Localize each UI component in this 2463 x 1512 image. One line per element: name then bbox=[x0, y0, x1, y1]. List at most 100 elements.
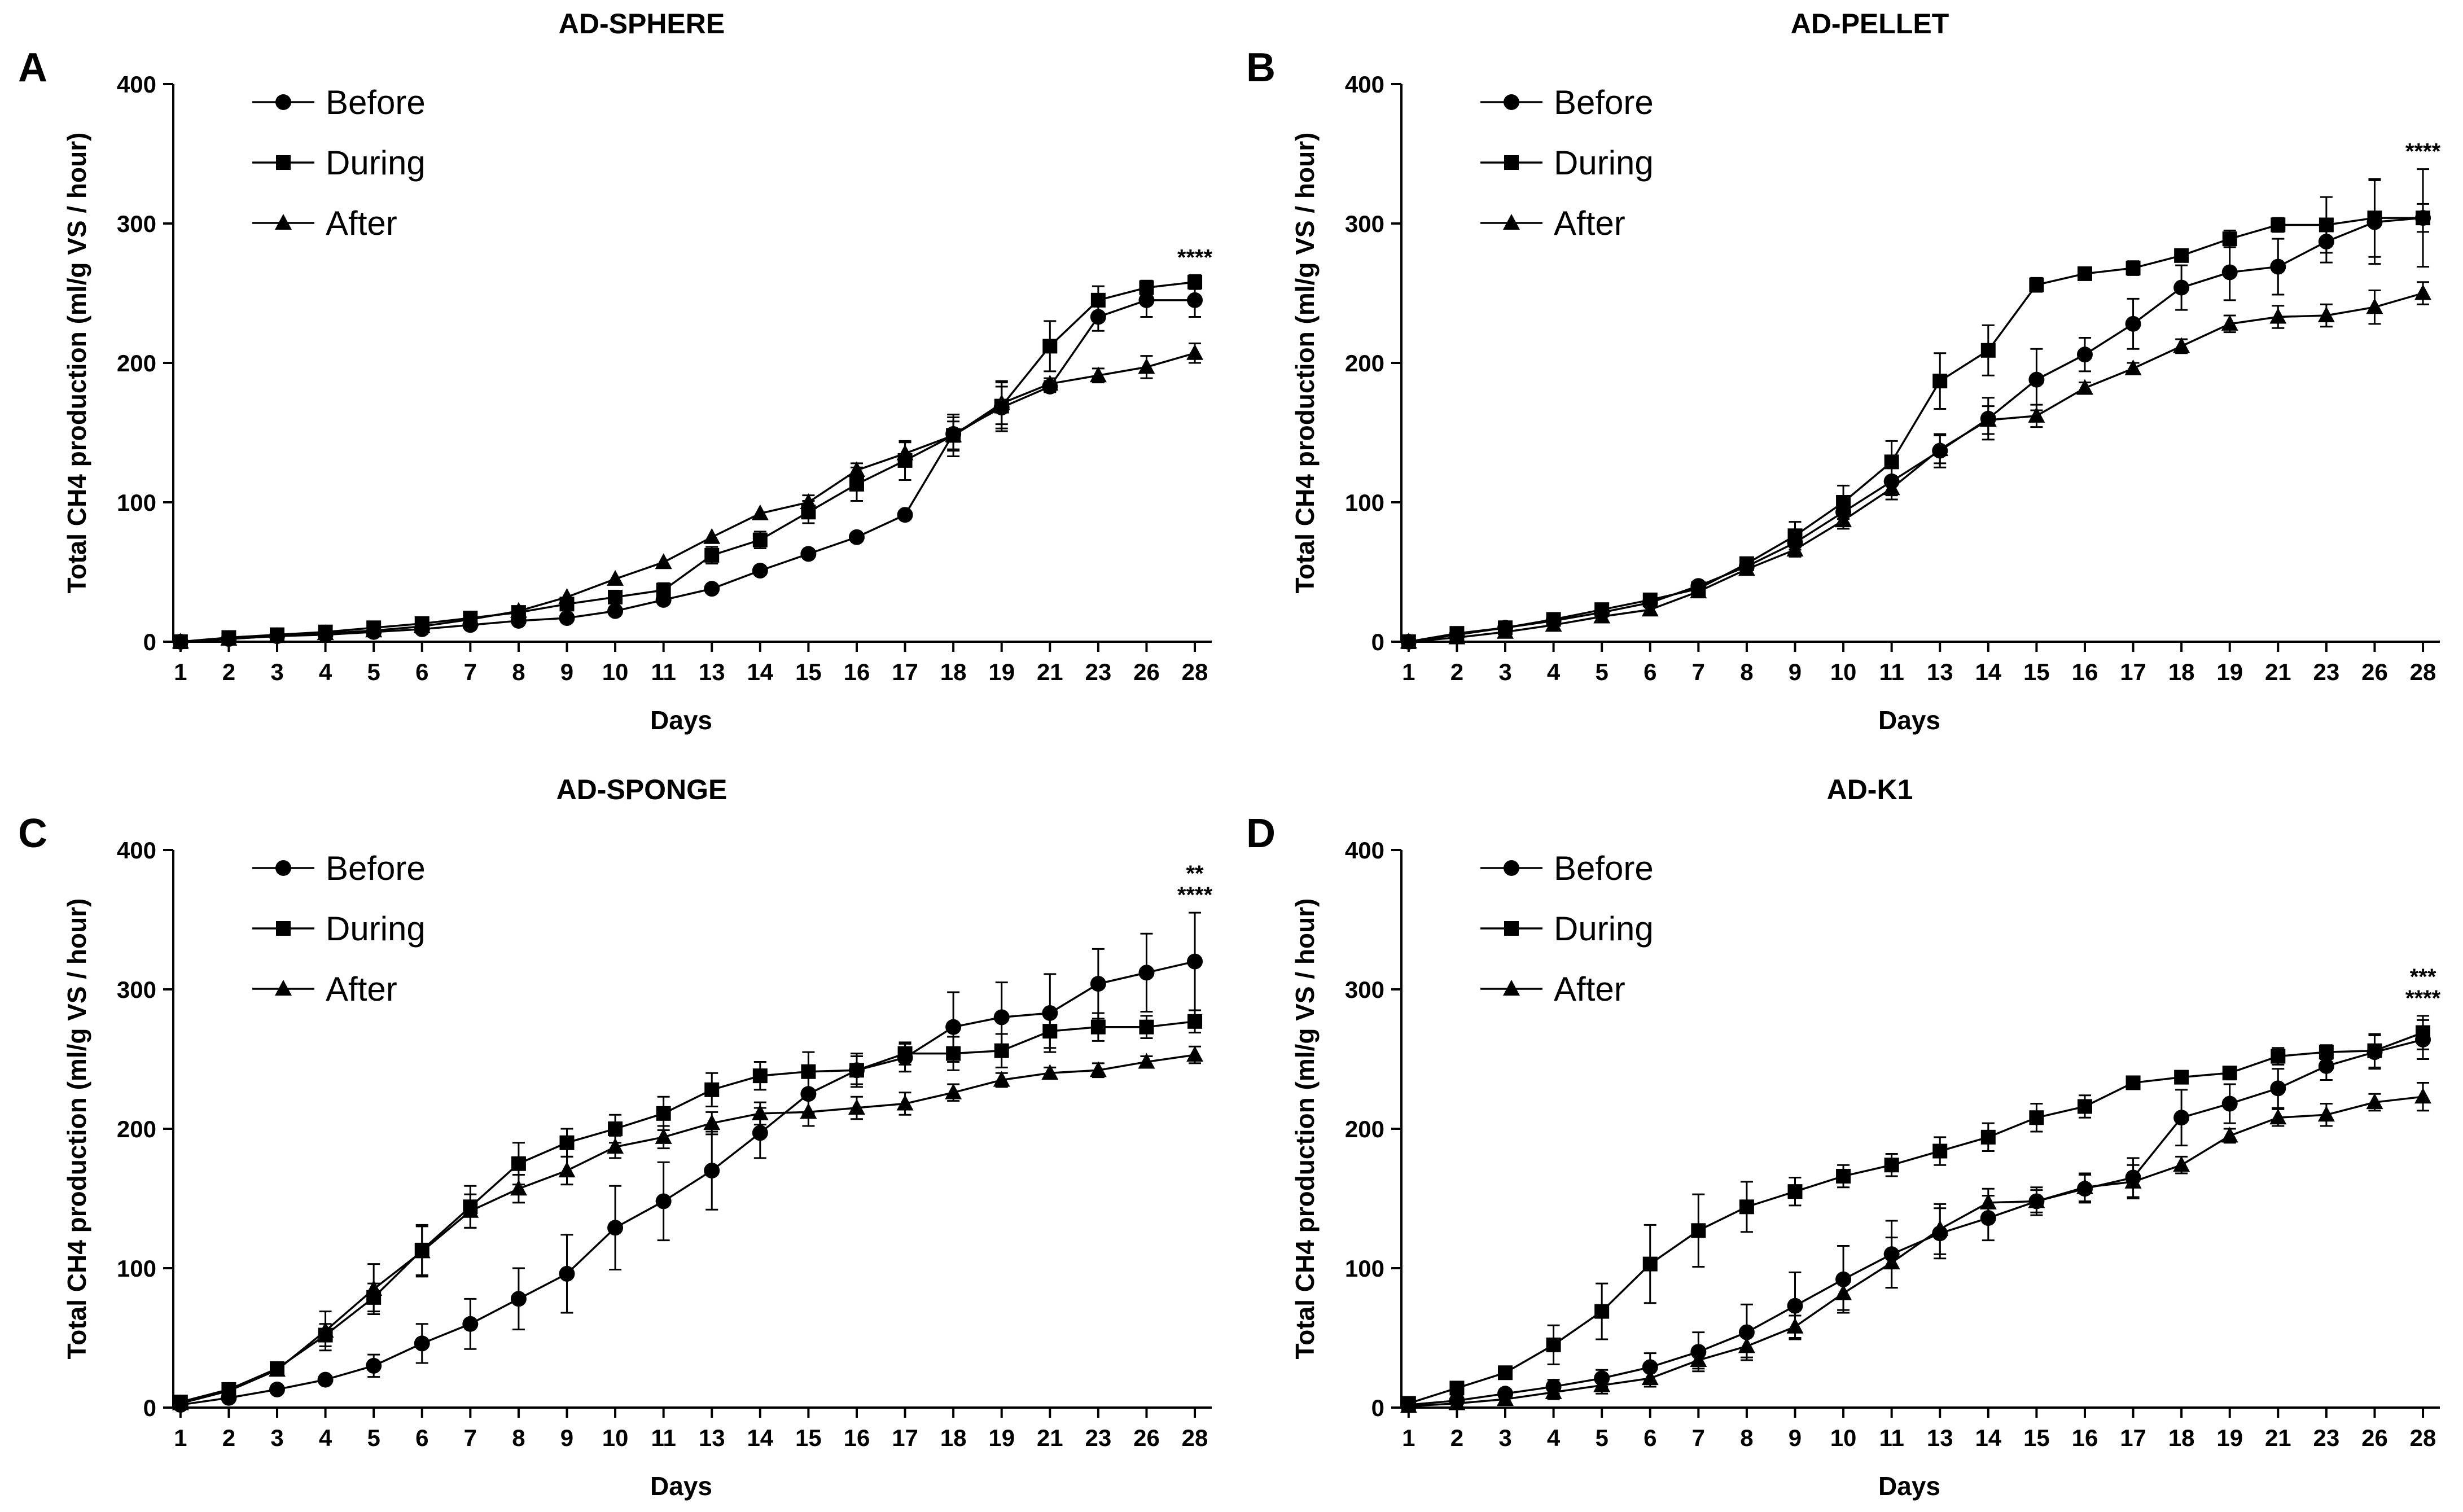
x-tick-label: 14 bbox=[1975, 659, 2001, 685]
y-tick-label: 400 bbox=[117, 71, 156, 98]
legend-marker bbox=[276, 155, 291, 170]
data-point bbox=[2416, 211, 2431, 226]
data-point bbox=[848, 529, 865, 545]
x-tick-label: 21 bbox=[2265, 1425, 2291, 1451]
x-tick-label: 18 bbox=[940, 1425, 967, 1451]
data-point bbox=[558, 588, 576, 604]
data-point bbox=[1089, 366, 1107, 383]
x-tick-label: 18 bbox=[940, 659, 967, 685]
x-tick-label: 2 bbox=[1450, 1425, 1463, 1451]
data-point bbox=[462, 610, 479, 626]
x-tick-label: 4 bbox=[319, 1425, 332, 1451]
legend-marker bbox=[275, 980, 292, 996]
legend-label: During bbox=[1554, 910, 1654, 948]
x-tick-label: 21 bbox=[1037, 659, 1063, 685]
x-tick-label: 17 bbox=[2120, 659, 2146, 685]
data-point bbox=[704, 581, 720, 597]
y-axis-label: Total CH4 production (ml/g VS / hour) bbox=[1290, 899, 1320, 1360]
data-point bbox=[849, 1063, 864, 1078]
data-point bbox=[2269, 1108, 2287, 1125]
x-tick-label: 19 bbox=[988, 659, 1015, 685]
data-point bbox=[1836, 1168, 1851, 1184]
y-tick-label: 200 bbox=[117, 350, 156, 376]
data-point bbox=[848, 461, 865, 477]
panel-letter: D bbox=[1246, 811, 1276, 856]
legend-marker bbox=[1504, 94, 1519, 110]
x-tick-label: 5 bbox=[1595, 659, 1608, 685]
x-axis-label: Days bbox=[650, 1471, 712, 1501]
data-point bbox=[1138, 292, 1155, 308]
data-point bbox=[1041, 375, 1059, 391]
data-point bbox=[1738, 1324, 1755, 1340]
x-tick-label: 7 bbox=[1692, 1425, 1705, 1451]
data-point bbox=[1931, 440, 1949, 457]
data-point bbox=[366, 1357, 382, 1374]
x-tick-label: 1 bbox=[1402, 1425, 1415, 1451]
data-point bbox=[2222, 231, 2237, 247]
x-tick-label: 13 bbox=[699, 659, 725, 685]
data-point bbox=[2173, 1156, 2190, 1172]
data-point bbox=[897, 1046, 913, 1061]
data-point bbox=[1187, 953, 1203, 970]
series-after bbox=[172, 342, 1204, 648]
y-tick-label: 100 bbox=[117, 489, 156, 516]
data-point bbox=[2271, 1049, 2286, 1064]
data-point bbox=[269, 1361, 286, 1377]
y-tick-label: 200 bbox=[117, 1116, 156, 1142]
x-axis-label: Days bbox=[650, 705, 712, 735]
data-point bbox=[220, 1382, 238, 1398]
data-point bbox=[1787, 528, 1803, 544]
data-point bbox=[1497, 623, 1514, 639]
legend-label: During bbox=[1554, 144, 1654, 182]
data-point bbox=[1786, 1317, 1804, 1334]
significance-label: **** bbox=[2405, 986, 2441, 1011]
data-point bbox=[1979, 1193, 1997, 1209]
x-tick-label: 9 bbox=[560, 659, 573, 685]
x-tick-label: 16 bbox=[844, 659, 870, 685]
data-point bbox=[1139, 280, 1154, 295]
data-point bbox=[703, 528, 721, 544]
x-tick-label: 9 bbox=[1789, 1425, 1802, 1451]
x-tick-label: 14 bbox=[1975, 1425, 2001, 1451]
x-tick-label: 6 bbox=[415, 659, 428, 685]
x-tick-label: 9 bbox=[560, 1425, 573, 1451]
x-tick-label: 28 bbox=[1182, 659, 1208, 685]
y-tick-label: 300 bbox=[117, 976, 156, 1003]
series-during bbox=[1401, 178, 2431, 649]
data-point bbox=[1187, 274, 1203, 290]
series-line bbox=[1408, 1031, 2423, 1405]
data-point bbox=[2174, 248, 2189, 263]
x-tick-label: 19 bbox=[2216, 659, 2243, 685]
x-tick-label: 14 bbox=[747, 659, 773, 685]
x-tick-label: 23 bbox=[2313, 1425, 2340, 1451]
data-point bbox=[2222, 1066, 2237, 1081]
data-point bbox=[1835, 511, 1852, 528]
legend-marker bbox=[1504, 155, 1519, 170]
x-tick-label: 19 bbox=[2216, 1425, 2243, 1451]
data-point bbox=[1739, 1199, 1754, 1215]
data-point bbox=[2077, 1099, 2092, 1114]
x-tick-label: 14 bbox=[747, 1425, 773, 1451]
y-tick-label: 0 bbox=[143, 1395, 156, 1421]
y-axis-label: Total CH4 production (ml/g VS / hour) bbox=[62, 899, 91, 1360]
data-point bbox=[1545, 616, 1562, 632]
legend-label: Before bbox=[326, 84, 426, 121]
data-point bbox=[2367, 211, 2382, 226]
x-tick-label: 4 bbox=[1547, 659, 1561, 685]
series-line bbox=[1408, 1095, 2423, 1408]
panel-title: AD-PELLET bbox=[1791, 8, 1949, 40]
data-point bbox=[655, 1128, 672, 1144]
x-tick-label: 21 bbox=[2265, 659, 2291, 685]
x-tick-label: 5 bbox=[1595, 1425, 1608, 1451]
significance-label: **** bbox=[1177, 883, 1213, 908]
data-point bbox=[993, 1071, 1010, 1087]
significance-label: ** bbox=[1186, 861, 1204, 886]
data-point bbox=[1690, 1351, 1707, 1368]
data-point bbox=[1139, 1019, 1154, 1035]
data-point bbox=[220, 630, 238, 646]
x-tick-label: 5 bbox=[367, 1425, 380, 1451]
data-point bbox=[559, 1135, 575, 1150]
data-point bbox=[2366, 298, 2383, 314]
